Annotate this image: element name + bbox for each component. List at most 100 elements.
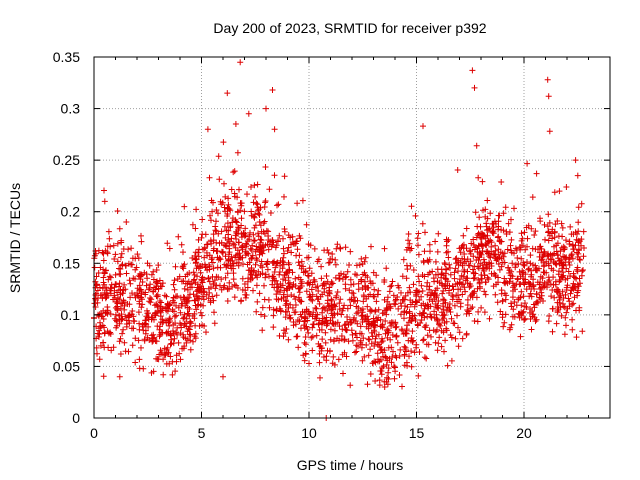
data-point (524, 243, 530, 250)
data-point (349, 289, 355, 296)
data-point (230, 169, 237, 176)
data-point (384, 298, 391, 305)
data-point (304, 317, 311, 324)
data-point (408, 335, 415, 341)
data-point (188, 320, 194, 327)
data-point (378, 368, 385, 374)
data-point (508, 249, 515, 256)
data-point (242, 294, 249, 301)
data-point (288, 292, 295, 298)
data-point (568, 251, 575, 258)
data-point (477, 223, 484, 230)
data-point (408, 203, 415, 210)
data-point (502, 280, 509, 287)
data-point (566, 238, 573, 245)
data-point (233, 236, 240, 242)
data-point (262, 274, 269, 281)
data-point (428, 333, 434, 340)
data-point (515, 296, 522, 303)
data-point (461, 267, 468, 273)
data-point (515, 261, 522, 267)
data-point (533, 267, 540, 274)
data-point (376, 377, 383, 384)
data-point (238, 297, 245, 304)
data-point (284, 308, 290, 315)
data-point (180, 334, 187, 341)
data-point (281, 193, 287, 200)
data-point (271, 126, 278, 133)
data-point (451, 302, 458, 309)
data-point (248, 255, 255, 262)
data-point (430, 327, 437, 334)
data-point (215, 274, 222, 281)
data-point (271, 172, 278, 179)
data-point (104, 243, 111, 250)
data-point (405, 244, 412, 251)
data-point (215, 153, 222, 160)
data-point (458, 281, 465, 288)
data-point (344, 314, 351, 320)
data-point (255, 207, 261, 214)
data-point (213, 207, 220, 213)
data-point (372, 378, 379, 384)
data-point (389, 332, 396, 338)
data-point (138, 304, 145, 311)
data-point (326, 348, 333, 355)
data-point (137, 276, 144, 283)
data-point (527, 252, 534, 259)
data-point (274, 259, 281, 266)
data-point (547, 281, 554, 288)
data-point (538, 257, 545, 264)
data-point (118, 239, 125, 246)
data-point (448, 315, 455, 322)
data-point (460, 232, 467, 239)
data-point (443, 275, 450, 282)
data-point (353, 272, 360, 279)
data-point (175, 339, 182, 346)
data-point (276, 269, 283, 275)
data-point (518, 237, 525, 244)
data-point (112, 271, 119, 278)
data-point (255, 233, 262, 240)
data-point (140, 327, 147, 334)
data-point (131, 318, 138, 325)
data-point (283, 270, 290, 277)
data-point (411, 303, 418, 310)
data-point (305, 254, 312, 261)
data-point (394, 294, 401, 300)
data-point (556, 277, 563, 283)
data-point (504, 246, 511, 253)
data-point (117, 335, 124, 342)
data-point (501, 279, 508, 286)
data-point (545, 237, 552, 244)
data-point (193, 256, 200, 263)
data-point (281, 226, 288, 232)
data-point (132, 294, 139, 301)
data-point (456, 329, 463, 336)
data-point (122, 262, 129, 269)
data-point (420, 309, 427, 316)
data-point (381, 384, 388, 390)
data-point (468, 240, 475, 247)
data-point (194, 273, 200, 280)
data-point (415, 230, 422, 237)
data-point (187, 284, 194, 291)
data-point (551, 229, 558, 236)
x-tick-label: 20 (516, 425, 532, 441)
data-point (305, 241, 312, 248)
data-point (248, 267, 255, 274)
data-point (254, 274, 261, 281)
data-point (425, 258, 432, 265)
data-point (392, 368, 399, 375)
data-point (298, 298, 305, 305)
data-point (154, 278, 160, 285)
data-point (521, 316, 527, 323)
data-point (375, 306, 382, 313)
data-point (331, 327, 338, 334)
data-point (501, 290, 508, 297)
data-point (160, 318, 167, 325)
data-point (447, 332, 454, 338)
data-point (391, 363, 397, 370)
data-point (378, 339, 385, 346)
data-point (427, 311, 434, 318)
